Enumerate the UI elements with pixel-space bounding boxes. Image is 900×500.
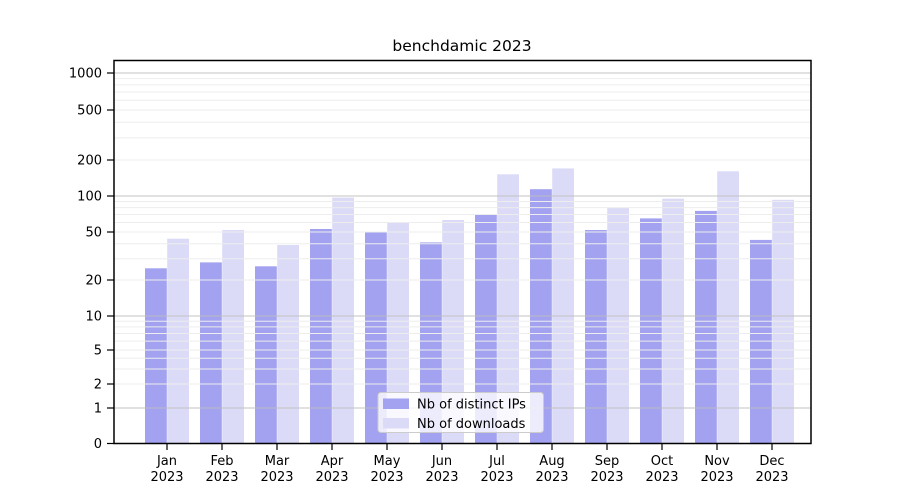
x-tick-label-may: May 2023: [370, 454, 403, 485]
y-tick-label-2: 2: [94, 378, 102, 393]
bar-jul-distinct-ips: [475, 214, 497, 444]
y-tick-label-10: 10: [85, 310, 102, 325]
chart-title: benchdamic 2023: [392, 37, 531, 55]
legend-label-distinct-ips: Nb of distinct IPs: [417, 398, 526, 413]
x-tick-label-jun: Jun 2023: [425, 454, 458, 485]
bar-feb-distinct-ips: [200, 262, 222, 444]
x-tick-label-aug: Aug 2023: [535, 454, 568, 485]
bar-apr-distinct-ips: [310, 229, 332, 444]
bar-sep-downloads: [607, 207, 629, 444]
x-tick-label-oct: Oct 2023: [645, 454, 678, 485]
legend-swatch-downloads: [383, 418, 409, 429]
x-tick-label-jan: Jan 2023: [150, 454, 183, 485]
y-tick-label-1000: 1000: [69, 67, 102, 82]
x-tick-label-sep: Sep 2023: [590, 454, 623, 485]
bar-apr-downloads: [332, 197, 354, 444]
bar-jan-distinct-ips: [145, 268, 167, 444]
bar-oct-distinct-ips: [640, 218, 662, 444]
bar-nov-downloads: [717, 171, 739, 444]
bar-mar-downloads: [277, 245, 299, 444]
legend: Nb of distinct IPs Nb of downloads: [377, 392, 544, 433]
y-tick-label-1: 1: [94, 402, 102, 417]
y-tick-label-5: 5: [94, 344, 102, 359]
x-tick-label-jul: Jul 2023: [480, 454, 513, 485]
y-tick-label-100: 100: [77, 190, 102, 205]
x-tick-label-feb: Feb 2023: [205, 454, 238, 485]
legend-label-downloads: Nb of downloads: [417, 417, 526, 432]
x-tick-label-nov: Nov 2023: [700, 454, 733, 485]
bar-jul-downloads: [497, 174, 519, 444]
x-tick-label-mar: Mar 2023: [260, 454, 293, 485]
y-tick-label-20: 20: [85, 274, 102, 289]
y-tick-label-200: 200: [77, 154, 102, 169]
bar-feb-downloads: [222, 230, 244, 444]
legend-swatch-distinct-ips: [383, 398, 409, 409]
x-tick-label-dec: Dec 2023: [755, 454, 788, 485]
bar-mar-distinct-ips: [255, 266, 277, 444]
bar-dec-distinct-ips: [750, 239, 772, 444]
bar-aug-downloads: [552, 168, 574, 444]
y-tick-label-50: 50: [85, 226, 102, 241]
grid-minor-layer: [114, 78, 811, 385]
bar-may-distinct-ips: [365, 232, 387, 444]
bar-jun-downloads: [442, 220, 464, 444]
y-tick-label-0: 0: [94, 437, 102, 452]
x-tick-label-apr: Apr 2023: [315, 454, 348, 485]
y-tick-label-500: 500: [77, 104, 102, 119]
bar-sep-distinct-ips: [585, 230, 607, 444]
legend-box: [377, 392, 544, 433]
plot-border: [113, 59, 812, 445]
